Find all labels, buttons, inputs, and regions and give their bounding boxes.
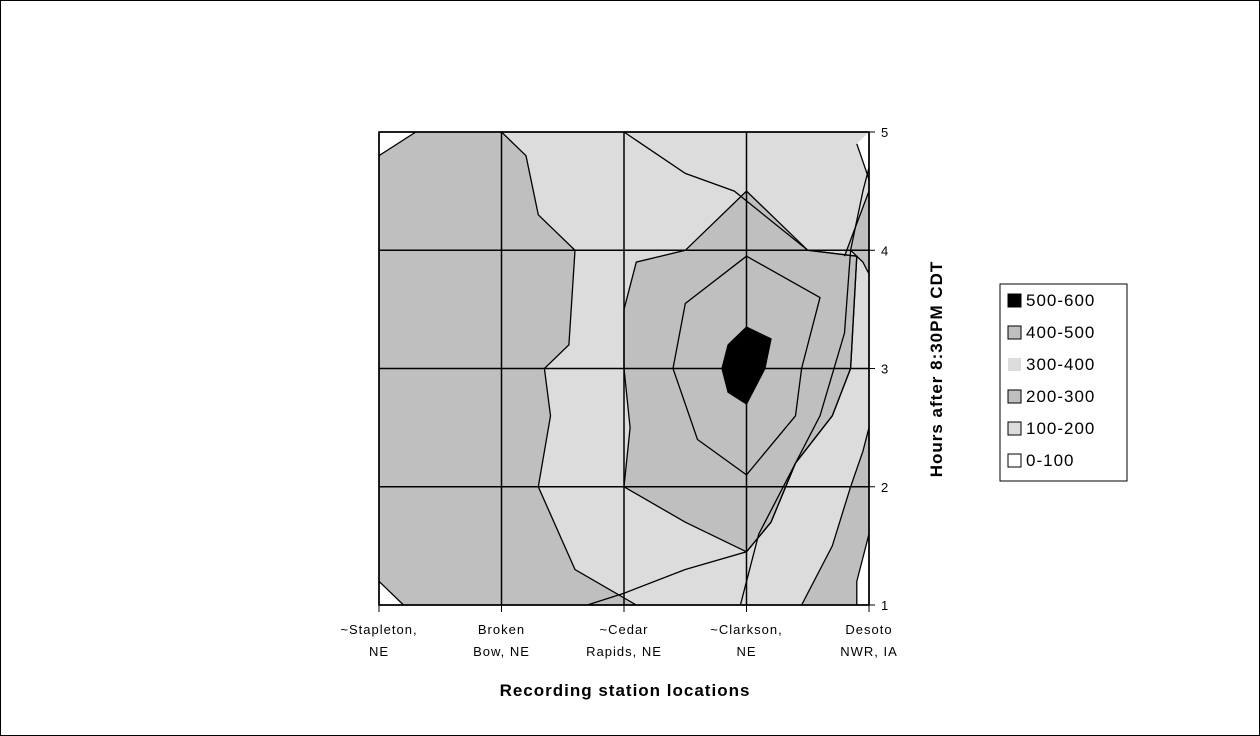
x-tick-label: Broken — [478, 622, 525, 637]
x-tick-label: ~Stapleton, — [340, 622, 417, 637]
contour-line-400 — [623, 190, 858, 553]
legend-swatch — [1007, 293, 1022, 308]
legend-label: 500-600 — [1026, 291, 1095, 310]
contour-line-200 — [501, 132, 637, 605]
legend-swatch — [1008, 358, 1021, 371]
y-tick-label: 5 — [881, 125, 889, 140]
x-tick-label: Rapids, NE — [586, 644, 662, 659]
contour-line-200 — [801, 427, 869, 605]
contour-line-500 — [721, 326, 772, 405]
legend-swatch — [1007, 389, 1022, 404]
legend-swatch — [1007, 421, 1022, 436]
legend-swatch — [1007, 325, 1022, 340]
x-tick-label: NE — [369, 644, 389, 659]
legend-label: 300-400 — [1026, 355, 1095, 374]
contour-line-300 — [739, 167, 869, 605]
y-tick-label: 1 — [881, 598, 889, 613]
contour-line-100 — [856, 533, 869, 605]
x-tick-label: NE — [736, 644, 756, 659]
legend-label: 100-200 — [1026, 419, 1095, 438]
x-tick-label: ~Cedar — [600, 622, 649, 637]
legend-label: 200-300 — [1026, 387, 1095, 406]
band-200-300-right-top — [844, 191, 869, 274]
y-tick-label: 4 — [881, 243, 889, 258]
x-tick-label: Bow, NE — [473, 644, 530, 659]
legend-swatch — [1007, 453, 1022, 468]
band-200-300-right — [801, 427, 869, 605]
band-0-100-corner — [856, 132, 869, 180]
x-tick-label: NWR, IA — [840, 644, 898, 659]
y-axis-title: Hours after 8:30PM CDT — [927, 261, 946, 478]
band-0-100-right — [856, 534, 869, 605]
x-tick-label: Desoto — [845, 622, 892, 637]
y-tick-label: 3 — [881, 362, 889, 377]
legend-label: 400-500 — [1026, 323, 1095, 342]
contour-line-200 — [850, 249, 869, 275]
x-tick-label: ~Clarkson, — [710, 622, 783, 637]
y-tick-label: 2 — [881, 480, 889, 495]
legend-label: 0-100 — [1026, 451, 1074, 470]
legend-box — [999, 283, 1128, 482]
x-axis-title: Recording station locations — [500, 681, 751, 700]
contour-line-400 — [672, 255, 821, 476]
